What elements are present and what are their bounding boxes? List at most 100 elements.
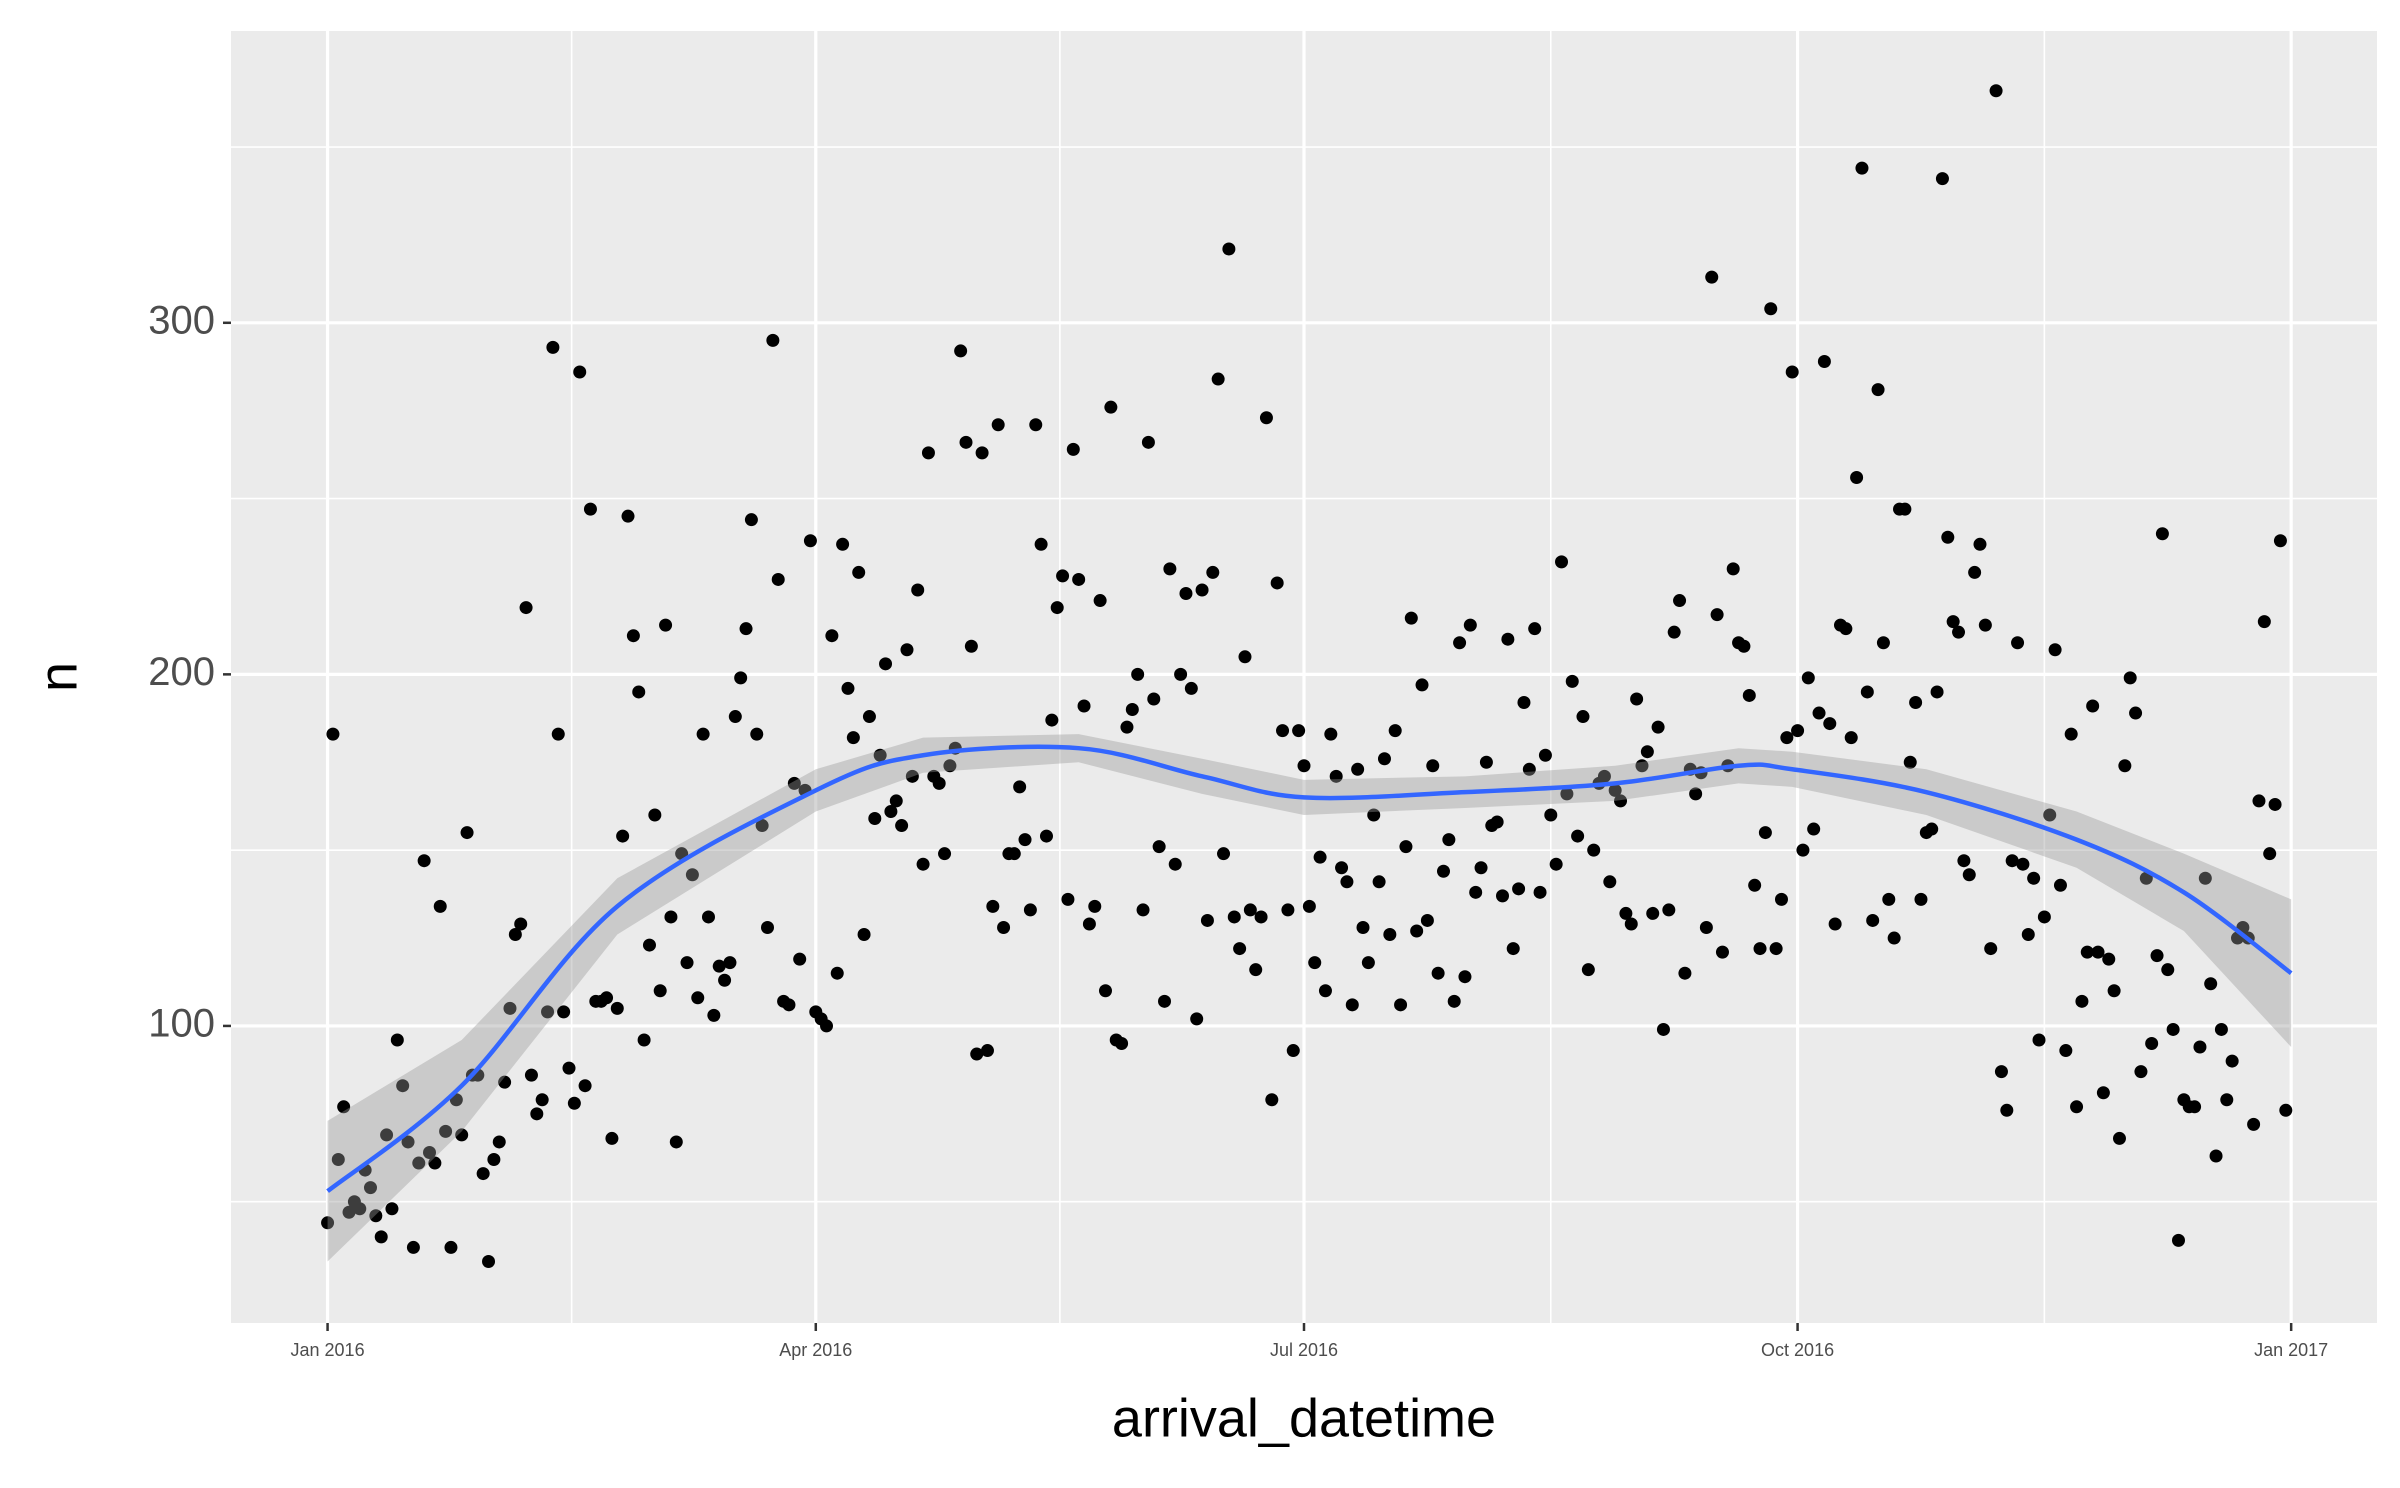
point <box>954 344 968 358</box>
point <box>2000 1103 2014 1117</box>
point <box>2005 854 2019 868</box>
point <box>1603 875 1617 889</box>
point <box>1957 854 1971 868</box>
point <box>1174 667 1188 681</box>
point <box>1023 903 1037 917</box>
point <box>1753 942 1767 956</box>
point <box>567 1096 581 1110</box>
x-tick-label: Jul 2016 <box>1270 1340 1338 1360</box>
point <box>701 910 715 924</box>
point <box>1769 942 1783 956</box>
point <box>1667 625 1681 639</box>
point <box>642 938 656 952</box>
point <box>396 1079 410 1093</box>
point <box>1281 903 1295 917</box>
point <box>1710 608 1724 622</box>
point <box>326 727 340 741</box>
point <box>1528 622 1542 636</box>
point <box>1619 906 1633 920</box>
point <box>2279 1103 2293 1117</box>
point <box>1962 868 1976 882</box>
point <box>2096 1086 2110 1100</box>
point <box>1549 857 1563 871</box>
point <box>562 1061 576 1075</box>
point <box>321 1216 335 1230</box>
point <box>1276 724 1290 738</box>
point <box>535 1093 549 1107</box>
point <box>546 340 560 354</box>
point <box>2268 797 2282 811</box>
point <box>718 973 732 987</box>
point <box>616 829 630 843</box>
point <box>980 1044 994 1058</box>
point <box>363 1181 377 1195</box>
y-tick-label: 100 <box>148 1001 215 1045</box>
point <box>2225 1054 2239 1068</box>
point <box>1662 903 1676 917</box>
point <box>2027 871 2041 885</box>
point <box>1243 903 1257 917</box>
point <box>1796 843 1810 857</box>
point <box>492 1135 506 1149</box>
point <box>1050 601 1064 615</box>
point <box>1490 815 1504 829</box>
point <box>830 966 844 980</box>
point <box>1329 769 1343 783</box>
point <box>2032 1033 2046 1047</box>
point <box>578 1079 592 1093</box>
point <box>583 502 597 516</box>
point <box>1131 667 1145 681</box>
point <box>2059 1044 2073 1058</box>
point <box>825 629 839 643</box>
point <box>997 920 1011 934</box>
point <box>755 819 769 833</box>
point <box>428 1156 442 1170</box>
point <box>1238 650 1252 664</box>
point <box>1726 562 1740 576</box>
x-tick-label: Jan 2016 <box>291 1340 365 1360</box>
point <box>1812 706 1826 720</box>
point <box>1453 636 1467 650</box>
point <box>1115 1037 1129 1051</box>
point <box>514 917 528 931</box>
point <box>884 804 898 818</box>
point <box>1093 594 1107 608</box>
point <box>1871 383 1885 397</box>
point <box>2064 727 2078 741</box>
point <box>1227 910 1241 924</box>
point <box>1426 759 1440 773</box>
point <box>1351 762 1365 776</box>
point <box>1855 161 1869 175</box>
point <box>1163 562 1177 576</box>
point <box>1946 615 1960 629</box>
point <box>1630 692 1644 706</box>
point <box>1335 861 1349 875</box>
point <box>852 565 866 579</box>
point <box>2209 1149 2223 1163</box>
point <box>2204 977 2218 991</box>
y-tick-label: 300 <box>148 298 215 342</box>
x-tick-label: Oct 2016 <box>1761 1340 1834 1360</box>
point <box>1839 622 1853 636</box>
point <box>1125 703 1139 717</box>
point <box>803 534 817 548</box>
point <box>621 509 635 523</box>
point <box>1758 826 1772 840</box>
point <box>1555 555 1569 569</box>
point <box>1200 913 1214 927</box>
x-tick-label: Apr 2016 <box>779 1340 852 1360</box>
point <box>916 857 930 871</box>
point <box>932 776 946 790</box>
point <box>707 1008 721 1022</box>
point <box>2247 1117 2261 1131</box>
point <box>337 1100 351 1114</box>
point <box>2252 794 2266 808</box>
point <box>369 1209 383 1223</box>
point <box>2134 1065 2148 1079</box>
point <box>1077 699 1091 713</box>
point <box>728 710 742 724</box>
point <box>820 1019 834 1033</box>
point <box>1850 470 1864 484</box>
point <box>519 601 533 615</box>
point <box>1018 833 1032 847</box>
